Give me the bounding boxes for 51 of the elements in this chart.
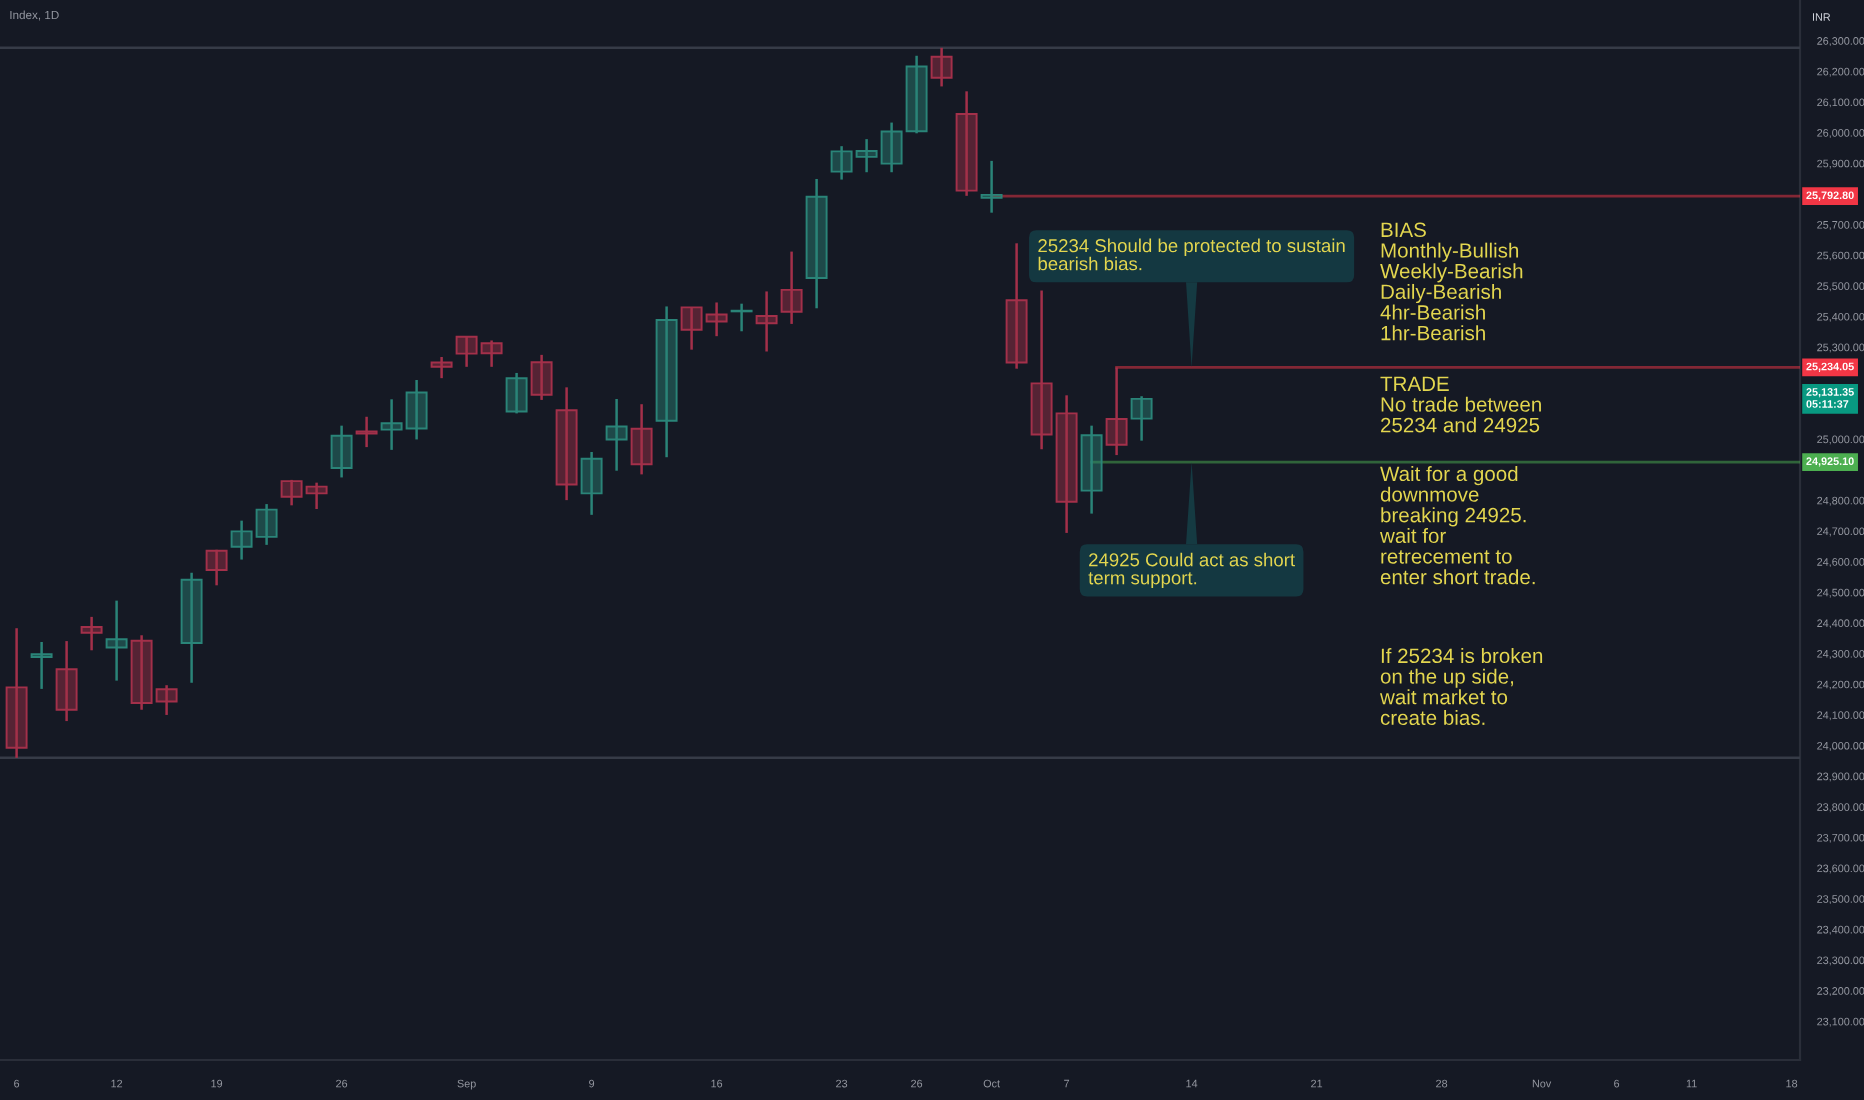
candlestick xyxy=(980,159,1003,214)
candlestick xyxy=(55,639,78,723)
candlestick xyxy=(305,481,328,511)
candlestick xyxy=(555,386,578,502)
candlestick xyxy=(1005,242,1028,370)
candlestick xyxy=(80,615,103,652)
candlestick xyxy=(380,398,403,452)
candlestick xyxy=(1130,394,1153,442)
candlestick xyxy=(580,450,603,517)
candlestick xyxy=(405,378,428,441)
candlestick xyxy=(530,353,553,402)
candlestick xyxy=(1105,366,1128,457)
candlestick xyxy=(1055,394,1078,535)
annotation: 25234 Should be protected to sustain bearish bias. xyxy=(1038,238,1345,271)
candlestick xyxy=(1080,424,1103,515)
candlestick xyxy=(880,121,903,174)
annotation: Wait for a good downmove breaking 24925. wait for retrecement to enter short trade. xyxy=(1379,466,1535,585)
candlestick xyxy=(505,371,528,415)
candlestick xyxy=(105,599,128,682)
candlestick xyxy=(280,478,303,507)
candlestick xyxy=(955,90,978,198)
candlestick xyxy=(30,640,53,691)
candlestick xyxy=(1030,289,1053,451)
candlestick xyxy=(355,415,378,449)
candlestick xyxy=(755,290,778,353)
candlestick xyxy=(155,683,178,717)
annotation: BIAS Monthly-Bullish Weekly-Bearish Daily-Bearish 4hr-Bearish 1hr-Bearish xyxy=(1380,222,1523,341)
candlestick xyxy=(655,305,678,459)
candlestick xyxy=(205,548,228,587)
candlestick xyxy=(230,519,253,561)
candlestick xyxy=(330,424,353,479)
candlestick xyxy=(630,402,653,476)
candlestick xyxy=(130,634,153,711)
candlestick xyxy=(180,571,203,685)
candlestick xyxy=(905,54,928,135)
candlestick xyxy=(930,46,953,88)
candlestick xyxy=(705,301,728,338)
annotation: TRADE No trade between 25234 and 24925 xyxy=(1380,376,1541,433)
candlestick xyxy=(480,339,503,369)
candlestick xyxy=(430,355,453,380)
annotation: 24925 Could act as short term support. xyxy=(1088,552,1295,589)
candlestick xyxy=(5,626,28,760)
annotation: If 25234 is broken on the up side, wait market to create bias. xyxy=(1379,648,1543,726)
candlestick xyxy=(605,397,628,472)
candlestick xyxy=(855,137,878,174)
candlestick xyxy=(830,144,853,181)
candlestick xyxy=(255,502,278,547)
candlestick xyxy=(680,305,703,351)
candlestick xyxy=(805,177,828,310)
candlestick xyxy=(455,335,478,369)
candlestick xyxy=(780,250,803,326)
